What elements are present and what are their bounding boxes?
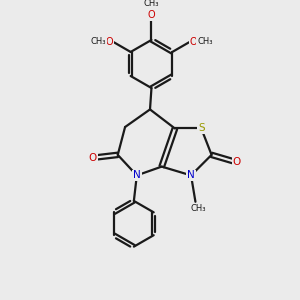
Text: O: O <box>190 37 197 47</box>
Text: CH₃: CH₃ <box>197 38 212 46</box>
Text: O: O <box>232 157 241 167</box>
Text: CH₃: CH₃ <box>190 204 206 213</box>
Text: S: S <box>198 124 205 134</box>
Text: CH₃: CH₃ <box>144 0 159 8</box>
Text: N: N <box>187 170 195 180</box>
Text: O: O <box>148 10 155 20</box>
Text: N: N <box>133 170 141 180</box>
Text: O: O <box>106 37 113 47</box>
Text: O: O <box>89 153 97 163</box>
Text: CH₃: CH₃ <box>90 38 106 46</box>
